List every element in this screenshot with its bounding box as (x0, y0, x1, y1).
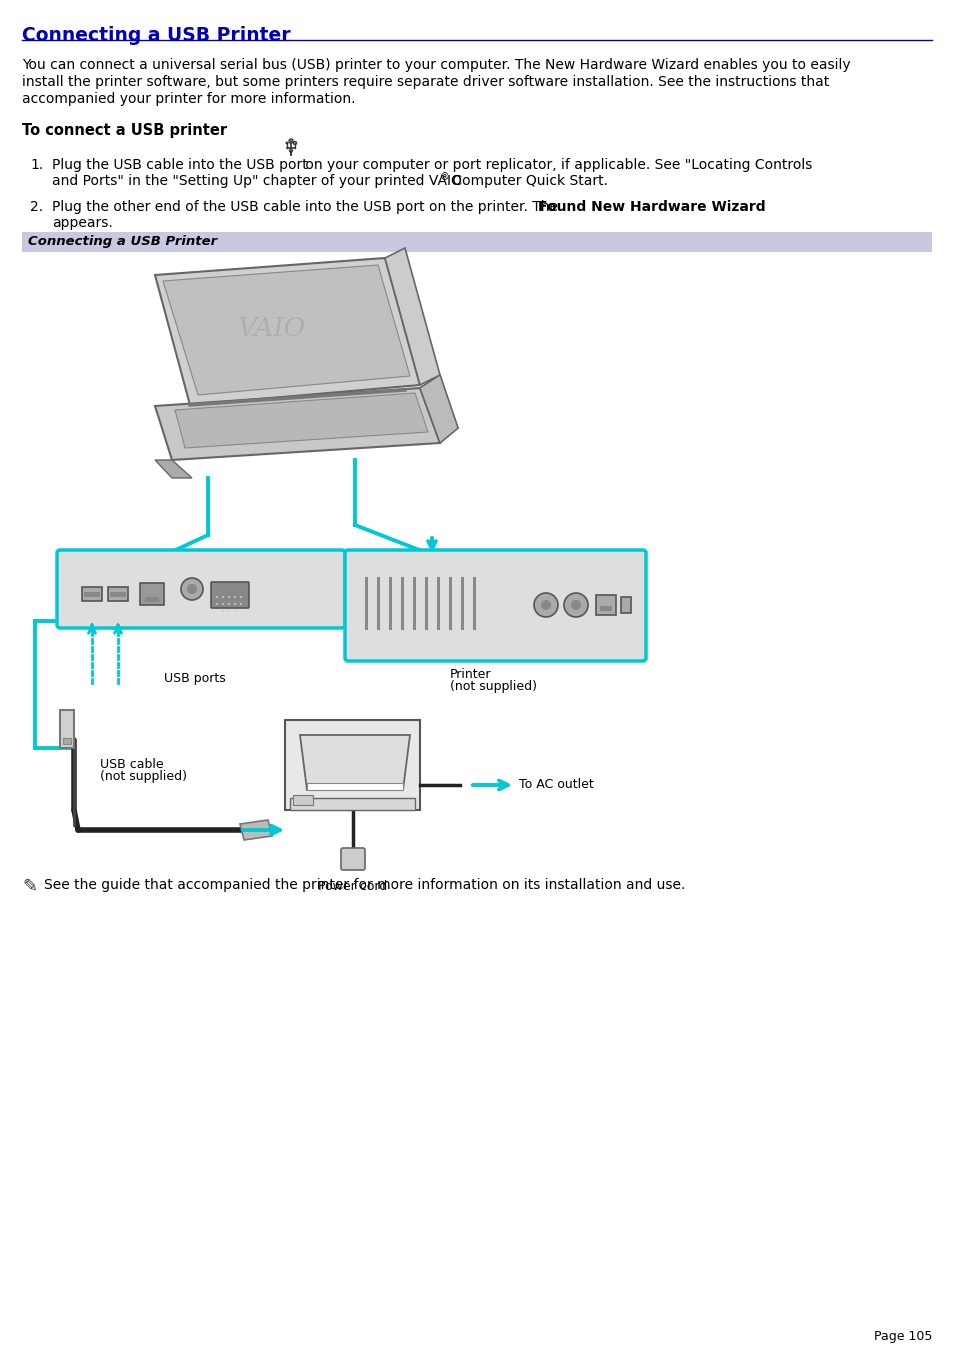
Text: Connecting a USB Printer: Connecting a USB Printer (28, 235, 217, 249)
Text: To AC outlet: To AC outlet (518, 778, 593, 790)
Text: and Ports" in the "Setting Up" chapter of your printed VAIO: and Ports" in the "Setting Up" chapter o… (52, 174, 461, 188)
Text: Page 105: Page 105 (873, 1329, 931, 1343)
Circle shape (215, 596, 218, 598)
Bar (290, 798, 415, 811)
Bar (22, 232, 931, 253)
Circle shape (285, 142, 288, 145)
Text: To connect a USB printer: To connect a USB printer (22, 123, 227, 138)
Circle shape (228, 596, 230, 598)
Text: VAIO: VAIO (237, 316, 306, 340)
Circle shape (571, 600, 580, 611)
Circle shape (228, 603, 230, 605)
Bar (82, 586, 102, 601)
Circle shape (181, 578, 203, 600)
Polygon shape (240, 820, 272, 840)
Text: USB ports: USB ports (164, 671, 226, 685)
Bar (140, 584, 164, 605)
Text: install the printer software, but some printers require separate driver software: install the printer software, but some p… (22, 76, 828, 89)
Circle shape (563, 593, 587, 617)
Bar (596, 594, 616, 615)
Bar (307, 784, 402, 790)
Circle shape (222, 596, 224, 598)
Text: appears.: appears. (52, 216, 112, 230)
Circle shape (240, 603, 242, 605)
Text: (not supplied): (not supplied) (100, 770, 187, 784)
Text: (not supplied): (not supplied) (450, 680, 537, 693)
Bar (293, 794, 313, 805)
Circle shape (222, 603, 224, 605)
Circle shape (222, 611, 224, 612)
Bar (620, 597, 630, 613)
Polygon shape (419, 376, 457, 443)
Text: accompanied your printer for more information.: accompanied your printer for more inform… (22, 92, 355, 105)
Circle shape (540, 600, 551, 611)
Circle shape (233, 611, 235, 612)
FancyBboxPatch shape (345, 550, 645, 661)
Polygon shape (163, 265, 410, 394)
Circle shape (215, 603, 218, 605)
Circle shape (187, 584, 196, 594)
Text: Plug the USB cable into the USB port: Plug the USB cable into the USB port (52, 158, 312, 172)
Polygon shape (154, 459, 192, 478)
Circle shape (233, 596, 235, 598)
Text: You can connect a universal serial bus (USB) printer to your computer. The New H: You can connect a universal serial bus (… (22, 58, 850, 72)
Polygon shape (299, 735, 410, 790)
Bar (599, 607, 612, 611)
Circle shape (228, 611, 230, 612)
Text: 1.: 1. (30, 158, 43, 172)
Bar (285, 720, 419, 811)
Bar (84, 592, 100, 597)
Text: See the guide that accompanied the printer for more information on its installat: See the guide that accompanied the print… (44, 878, 684, 892)
Text: ®: ® (439, 172, 449, 182)
Text: Power cord: Power cord (318, 880, 387, 893)
Bar (110, 592, 126, 597)
Polygon shape (385, 249, 439, 385)
Text: ✎: ✎ (22, 878, 37, 896)
Polygon shape (419, 376, 457, 443)
Polygon shape (154, 388, 439, 459)
Text: on your computer or port replicator, if applicable. See "Locating Controls: on your computer or port replicator, if … (301, 158, 812, 172)
Bar (145, 597, 159, 603)
Circle shape (534, 593, 558, 617)
FancyBboxPatch shape (340, 848, 365, 870)
Circle shape (233, 603, 235, 605)
Bar (63, 738, 71, 744)
FancyBboxPatch shape (57, 550, 345, 628)
Text: 2.: 2. (30, 200, 43, 213)
Text: Connecting a USB Printer: Connecting a USB Printer (22, 26, 291, 45)
FancyBboxPatch shape (211, 582, 249, 608)
Text: Computer Quick Start.: Computer Quick Start. (448, 174, 607, 188)
Bar (60, 711, 74, 748)
Bar (108, 586, 128, 601)
Polygon shape (154, 258, 419, 405)
Text: USB cable: USB cable (100, 758, 164, 771)
Text: Plug the other end of the USB cable into the USB port on the printer. The: Plug the other end of the USB cable into… (52, 200, 561, 213)
Circle shape (240, 596, 242, 598)
Polygon shape (174, 393, 428, 449)
Text: Printer: Printer (450, 667, 491, 681)
Text: Found New Hardware Wizard: Found New Hardware Wizard (537, 200, 765, 213)
